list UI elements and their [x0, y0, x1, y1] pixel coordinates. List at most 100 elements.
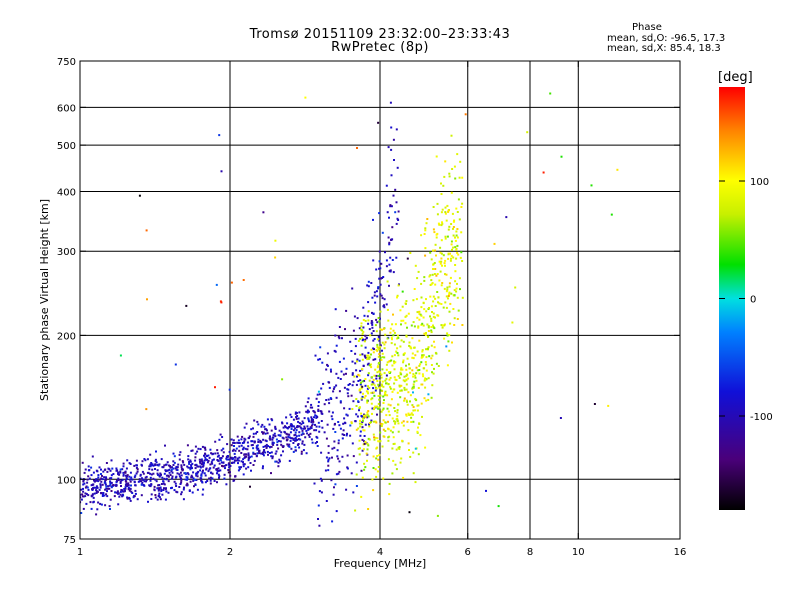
echo-point [376, 321, 379, 324]
echo-point [435, 233, 438, 236]
echo-point [387, 403, 390, 406]
echo-point [401, 290, 404, 293]
echo-point [262, 211, 265, 214]
echo-point [126, 496, 129, 499]
echo-point [380, 376, 383, 379]
echo-point [430, 344, 433, 347]
echo-point [376, 349, 379, 352]
echo-point [327, 398, 330, 401]
echo-point [281, 378, 284, 381]
echo-point [163, 477, 166, 480]
echo-point [255, 446, 258, 449]
echo-point [448, 175, 451, 178]
echo-point [85, 493, 88, 495]
echo-point [399, 309, 402, 312]
echo-point [229, 474, 232, 477]
echo-point [435, 362, 438, 365]
echo-point [87, 469, 90, 472]
echo-point [204, 474, 207, 477]
echo-point [355, 485, 358, 487]
echo-point [361, 438, 364, 441]
echo-point [287, 435, 290, 438]
echo-point [149, 484, 151, 487]
echo-point [261, 467, 264, 470]
echo-point [440, 224, 443, 227]
echo-point [84, 495, 87, 498]
echo-point [109, 469, 112, 472]
echo-point [298, 422, 301, 425]
echo-point [294, 446, 297, 449]
echo-point [244, 438, 247, 441]
echo-point [449, 302, 452, 305]
echo-point [387, 427, 389, 430]
echo-point [410, 412, 413, 415]
echo-point [82, 507, 85, 510]
echo-point [198, 458, 201, 461]
echo-point [82, 495, 84, 498]
echo-point [366, 453, 369, 456]
echo-point [275, 460, 278, 463]
echo-point [186, 465, 189, 468]
echo-point [416, 369, 419, 372]
echo-point [130, 476, 133, 479]
echo-point [373, 407, 376, 410]
echo-point [264, 432, 267, 435]
echo-point [367, 354, 370, 357]
echo-point [232, 439, 235, 442]
echo-point [394, 188, 397, 191]
echo-point [305, 452, 308, 455]
echo-point [213, 480, 216, 482]
echo-point [302, 449, 305, 452]
echo-point [402, 319, 405, 322]
echo-point [364, 378, 367, 380]
echo-point [187, 466, 190, 469]
echo-point [300, 427, 303, 430]
echo-point [381, 380, 384, 383]
echo-point [434, 243, 437, 246]
echo-point [393, 360, 395, 363]
echo-point [392, 443, 395, 445]
echo-point [356, 317, 359, 320]
echo-point [350, 350, 353, 352]
echo-point [362, 417, 365, 420]
echo-point [363, 414, 365, 417]
echo-point [214, 440, 217, 443]
echo-point [119, 480, 122, 483]
echo-point [149, 476, 152, 479]
echo-point [296, 438, 299, 441]
echo-point [423, 233, 426, 235]
echo-point [371, 326, 374, 329]
echo-point [396, 334, 399, 337]
echo-point [141, 470, 144, 473]
echo-point [416, 430, 419, 433]
echo-point [161, 493, 164, 496]
echo-point [160, 490, 163, 492]
echo-point [338, 390, 341, 393]
echo-point [423, 397, 426, 400]
echo-point [246, 441, 249, 444]
echo-point [289, 431, 292, 434]
echo-point [238, 449, 241, 452]
echo-point [199, 469, 202, 472]
echo-point [294, 437, 297, 440]
echo-point [425, 363, 428, 366]
echo-point [163, 487, 165, 490]
echo-point [430, 329, 433, 332]
echo-point [452, 308, 455, 310]
echo-point [362, 392, 364, 395]
echo-point [374, 358, 377, 361]
echo-point [375, 330, 378, 333]
echo-point [252, 435, 255, 438]
echo-point [225, 464, 228, 467]
echo-point [107, 485, 109, 488]
echo-point [95, 479, 98, 482]
echo-point [436, 514, 439, 517]
echo-point [330, 479, 333, 482]
echo-point [102, 470, 105, 473]
echo-point [385, 363, 388, 366]
echo-point [379, 267, 382, 270]
echo-point [391, 364, 394, 367]
echo-point [441, 222, 444, 225]
echo-point [313, 482, 316, 485]
echo-point [454, 239, 457, 242]
